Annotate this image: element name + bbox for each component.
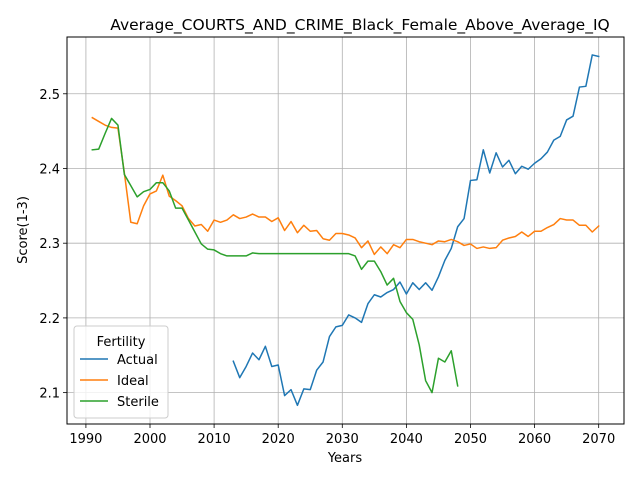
plot-frame (66, 36, 625, 425)
series-line-sterile (91, 117, 459, 394)
series-layer (91, 54, 600, 407)
legend-label-ideal: Ideal (117, 374, 149, 389)
x-tick-label: 2030 (326, 432, 359, 447)
legend-box (73, 325, 169, 419)
x-tick-label: 2000 (133, 432, 166, 447)
series-line-ideal (91, 116, 600, 256)
y-axis-label: Score(1-3) (16, 196, 31, 264)
x-tick-label: 2010 (198, 432, 231, 447)
x-axis-label: Years (327, 451, 363, 466)
y-tick-label: 2.2 (39, 312, 60, 327)
x-tick-label: 2070 (582, 432, 615, 447)
x-tick-label: 2060 (518, 432, 551, 447)
y-tick-label: 2.3 (39, 237, 60, 252)
legend-label-sterile: Sterile (117, 395, 159, 410)
legend: Fertility Actual Ideal Sterile (73, 325, 169, 419)
x-tick-label: 1990 (69, 432, 102, 447)
legend-label-actual: Actual (117, 353, 158, 368)
x-tick-label: 2040 (390, 432, 423, 447)
y-tick-label: 2.5 (39, 88, 60, 103)
chart-title: Average_COURTS_AND_CRIME_Black_Female_Ab… (110, 16, 609, 35)
x-tick-label: 2020 (262, 432, 295, 447)
x-tick-label: 2050 (454, 432, 487, 447)
ticks: 1990 2000 2010 2020 2030 2040 2050 2060 2070 2.1 2… (39, 88, 615, 447)
y-tick-label: 2.1 (39, 387, 60, 402)
series-line-actual (232, 54, 600, 407)
y-tick-label: 2.4 (39, 162, 60, 177)
legend-title: Fertility (97, 335, 146, 350)
grid (67, 37, 624, 424)
